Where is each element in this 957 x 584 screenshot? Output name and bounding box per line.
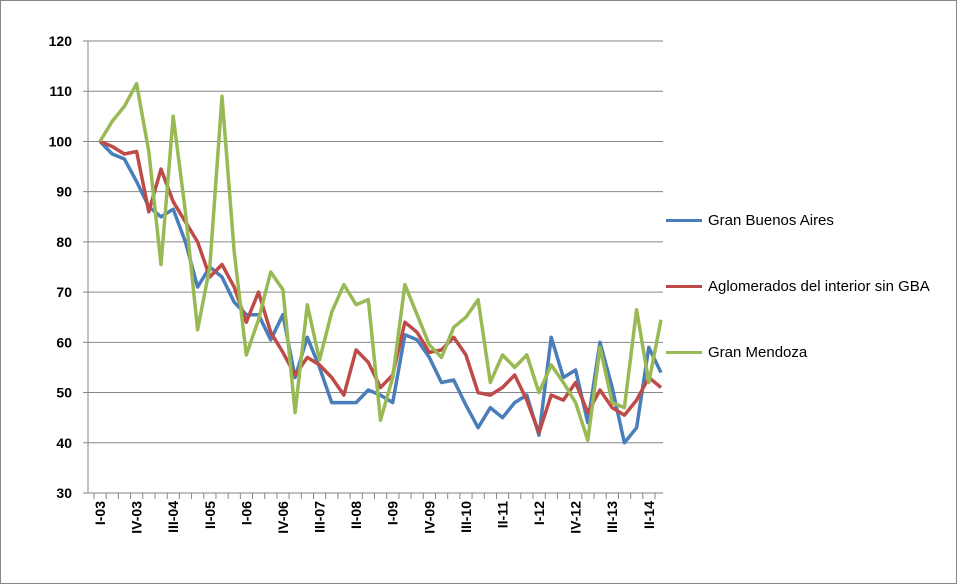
y-tick-label: 120 (49, 33, 73, 49)
x-tick-label: IV-06 (275, 501, 291, 534)
x-tick-label: II-05 (202, 501, 218, 529)
x-tick-label: III-07 (312, 501, 328, 533)
x-tick-label: IV-03 (129, 501, 145, 534)
y-tick-label: 70 (56, 284, 72, 300)
series-line (98, 81, 663, 443)
y-tick-label: 80 (56, 234, 72, 250)
x-tick-label: I-09 (385, 501, 401, 525)
legend-label: Gran Mendoza (708, 344, 808, 361)
y-tick-label: 90 (56, 184, 72, 200)
x-tick-label: II-14 (641, 501, 657, 529)
x-tick-label: III-04 (165, 501, 181, 533)
y-tick-label: 100 (49, 133, 73, 149)
legend-item: Gran Buenos Aires (666, 210, 956, 231)
x-tick-label: I-06 (238, 501, 254, 525)
legend-item: Gran Mendoza (666, 342, 956, 363)
x-tick-label: III-10 (458, 501, 474, 533)
legend-swatch (666, 219, 702, 222)
x-tick-label: III-13 (604, 501, 620, 533)
x-tick-label: IV-09 (421, 501, 437, 534)
x-tick-label: II-11 (494, 501, 510, 528)
legend-label: Gran Buenos Aires (708, 212, 834, 229)
series-line (98, 140, 663, 445)
y-tick-label: 30 (56, 485, 72, 501)
x-tick-label: II-08 (348, 501, 364, 529)
x-tick-label: I-03 (92, 501, 108, 525)
x-tick-label: IV-12 (568, 501, 584, 534)
y-tick-label: 60 (56, 334, 72, 350)
y-tick-label: 50 (56, 385, 72, 401)
x-tick-label: I-12 (531, 501, 547, 525)
legend-swatch (666, 351, 702, 354)
y-tick-label: 110 (49, 83, 72, 99)
legend-label: Aglomerados del interior sin GBA (708, 278, 930, 295)
series-line (99, 139, 663, 435)
legend-item: Aglomerados del interior sin GBA (666, 276, 956, 297)
legend-swatch (666, 285, 702, 288)
y-tick-label: 40 (56, 435, 72, 451)
